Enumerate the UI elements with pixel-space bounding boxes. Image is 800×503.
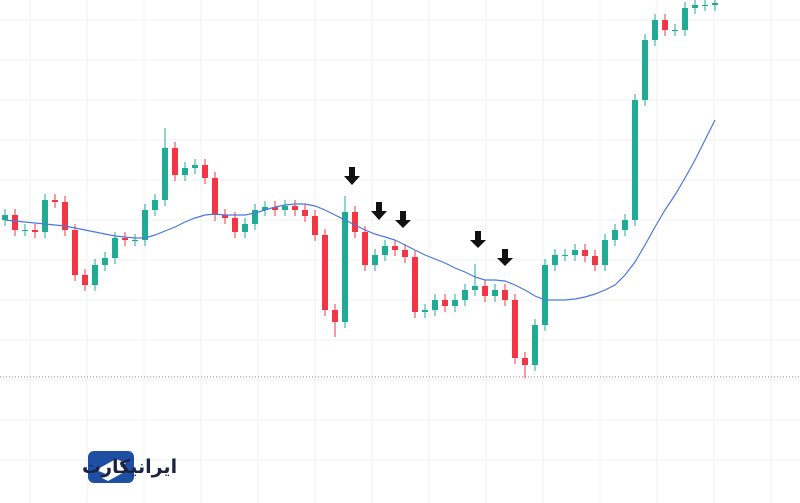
candle-body [122, 238, 128, 240]
candle-body [2, 215, 8, 220]
candle-body [592, 256, 598, 265]
candle-body [492, 290, 498, 296]
candle-body [12, 215, 18, 230]
candle-body [352, 212, 358, 232]
candle-body [712, 3, 718, 5]
candle-body [482, 286, 488, 296]
candle-body [392, 246, 398, 250]
candle-body [22, 230, 28, 231]
candle-body [612, 230, 618, 240]
candle-body [442, 300, 448, 306]
candle-body [172, 148, 178, 175]
candle-body [572, 250, 578, 255]
candle-body [522, 358, 528, 365]
candle-body [412, 257, 418, 312]
arrows [344, 167, 513, 266]
candle-body [552, 255, 558, 265]
candle-body [512, 300, 518, 358]
candle-body [692, 5, 698, 8]
candle-body [652, 20, 658, 40]
candle-body [362, 232, 368, 265]
logo-icon-shape [96, 459, 128, 481]
candle-body [682, 8, 688, 30]
candle-body [82, 275, 88, 285]
moving-average [4, 119, 716, 301]
arrow [470, 231, 486, 248]
candle-body [182, 168, 188, 175]
candle-body [92, 265, 98, 285]
candle-body [452, 300, 458, 306]
vertical-grid [29, 0, 772, 503]
candle-body [432, 300, 438, 310]
candle-body [542, 265, 548, 325]
candle-body [602, 240, 608, 265]
candle-body [302, 210, 308, 216]
candle-body [562, 255, 568, 256]
candle-body [312, 216, 318, 235]
candle-body [52, 200, 58, 202]
candle-body [192, 165, 198, 168]
candle-body [32, 230, 38, 232]
candle-body [582, 250, 588, 256]
candle-body [382, 246, 388, 255]
candle-body [702, 5, 708, 6]
candle-body [282, 206, 288, 210]
candle-body [642, 40, 648, 100]
candle-body [252, 210, 258, 224]
candle-body [232, 218, 238, 232]
arrow [371, 202, 387, 220]
candle-body [402, 250, 408, 257]
candle-body [162, 148, 168, 200]
logo: ایرانیکارت [82, 451, 177, 483]
candle-body [662, 20, 668, 30]
candle-body [102, 258, 108, 265]
candle-body [152, 200, 158, 210]
candle-body [632, 100, 638, 220]
candle-body [202, 165, 208, 178]
candle-body [292, 206, 298, 210]
candle-body [342, 212, 348, 322]
candle-body [422, 310, 428, 312]
arrow [497, 249, 513, 266]
arrow [344, 167, 360, 185]
candle-body [372, 255, 378, 265]
candle-body [672, 30, 678, 31]
candle-body [532, 325, 538, 365]
arrow [395, 211, 411, 228]
candle-body [322, 235, 328, 310]
candle-body [42, 200, 48, 232]
candle-body [472, 286, 478, 290]
candle-body [62, 202, 68, 230]
candle-body [242, 224, 248, 232]
candle-body [622, 220, 628, 230]
candle-body [112, 238, 118, 258]
logo-text: ایرانیکارت [82, 456, 177, 478]
candle-body [332, 310, 338, 322]
candle-body [142, 210, 148, 240]
candle-body [212, 178, 218, 215]
candle-body [132, 240, 138, 241]
candle-body [462, 290, 468, 300]
candle-body [72, 230, 78, 275]
candle-body [272, 207, 278, 210]
candle-body [502, 290, 508, 300]
candle-body [222, 215, 228, 218]
candle-body [262, 207, 268, 210]
